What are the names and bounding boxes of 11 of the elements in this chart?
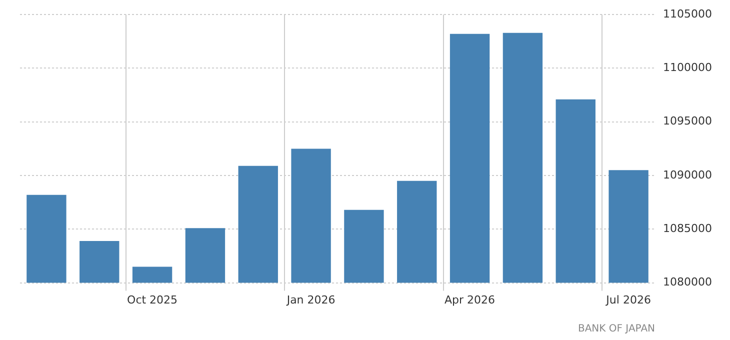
x-tick-label: Jul 2026: [605, 293, 651, 306]
x-tick-label: Jan 2026: [286, 293, 336, 306]
text: BANK OF JAPAN: [578, 324, 656, 335]
x-tick-label: Oct 2025: [127, 293, 178, 306]
y-tick-label: 1085000: [663, 222, 712, 236]
y-tick-label: 1080000: [663, 276, 712, 289]
y-tick-label: 1095000: [663, 114, 712, 128]
y-tick-label: 1105000: [663, 7, 712, 20]
y-tick-label: 1090000: [663, 168, 712, 182]
x-tick-label: Apr 2026: [444, 293, 496, 306]
y-tick-label: 1100000: [663, 61, 712, 74]
